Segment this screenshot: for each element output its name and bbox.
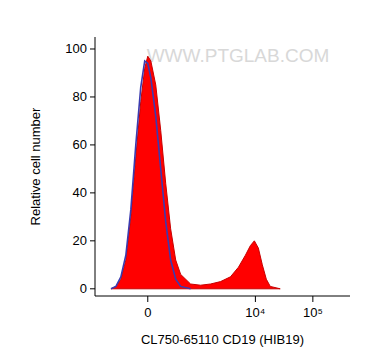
y-tick-label: 0 bbox=[80, 281, 87, 296]
data-layer bbox=[111, 56, 280, 289]
chart: WWW.PTGLAB.COM 0 20 40 60 80 100 0 10⁴ 10⁵ CL750-6… bbox=[0, 0, 372, 364]
y-tick bbox=[90, 192, 95, 193]
x-tick bbox=[312, 296, 313, 302]
x-tick bbox=[255, 296, 256, 302]
x-axis bbox=[95, 296, 350, 297]
y-tick bbox=[90, 48, 95, 49]
y-tick bbox=[90, 240, 95, 241]
x-tick bbox=[147, 296, 148, 302]
y-axis bbox=[95, 37, 96, 296]
y-tick bbox=[90, 144, 95, 145]
y-tick-label: 40 bbox=[73, 185, 87, 200]
y-tick-label: 80 bbox=[73, 89, 87, 104]
y-tick-label: 20 bbox=[73, 233, 87, 248]
watermark: WWW.PTGLAB.COM bbox=[147, 45, 330, 66]
x-axis-label: CL750-65110 CD19 (HIB19) bbox=[141, 332, 304, 347]
y-tick bbox=[90, 96, 95, 97]
histogram-area bbox=[111, 56, 280, 289]
x-tick-label: 10⁴ bbox=[245, 305, 265, 320]
x-tick-label: 10⁵ bbox=[303, 305, 323, 320]
y-tick bbox=[90, 288, 95, 289]
x-tick-label: 0 bbox=[144, 305, 151, 320]
y-tick-label: 100 bbox=[65, 41, 87, 56]
y-axis-label: Relative cell number bbox=[28, 107, 43, 225]
y-tick-label: 60 bbox=[73, 137, 87, 152]
histogram-line bbox=[111, 61, 191, 289]
